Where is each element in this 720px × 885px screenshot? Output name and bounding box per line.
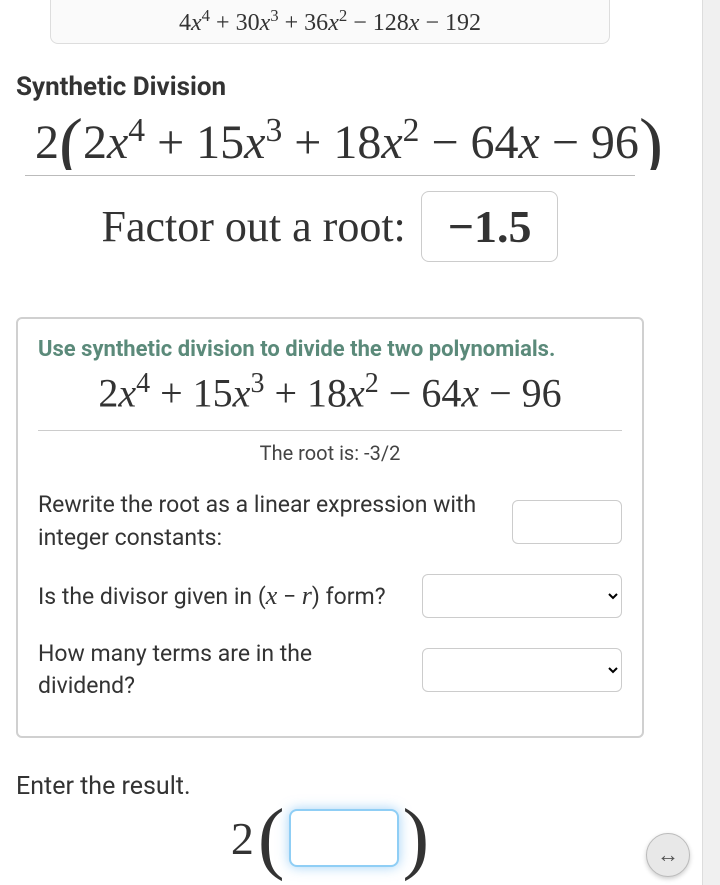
question-row-2: Is the divisor given in (x − r) form? — [38, 564, 622, 628]
root-value-box[interactable]: −1.5 — [421, 191, 559, 262]
root-info: The root is: -3/2 — [38, 430, 622, 465]
scrollbar-track[interactable] — [702, 0, 720, 885]
instruction-panel: Use synthetic division to divide the two… — [16, 317, 644, 738]
top-polynomial-text: 4x4 + 30x3 + 36x2 − 128x − 192 — [179, 10, 481, 36]
arrows-horizontal-icon: ↔ — [657, 842, 679, 868]
linear-expression-input[interactable] — [512, 500, 622, 544]
q3-label: How many terms are in the dividend? — [38, 638, 407, 702]
leading-coeff: 2 — [35, 116, 59, 169]
divisor-form-select[interactable] — [422, 574, 622, 618]
factor-root-row: Factor out a root: −1.5 — [0, 191, 660, 262]
main-factored-expression: 2(2x4 + 15x3 + 18x2 − 64x − 96) — [0, 112, 660, 170]
result-leading: 2 — [231, 812, 254, 865]
expand-width-button[interactable]: ↔ — [646, 833, 690, 877]
question-row-1: Rewrite the root as a linear expression … — [38, 479, 622, 563]
q2-label: Is the divisor given in (x − r) form? — [38, 578, 407, 614]
instruction-title: Use synthetic division to divide the two… — [38, 337, 622, 362]
question-row-3: How many terms are in the dividend? — [38, 628, 622, 712]
term-count-select[interactable] — [422, 648, 622, 692]
result-expression-row: 2 ( ) — [0, 809, 660, 867]
top-polynomial-box: 4x4 + 30x3 + 36x2 − 128x − 192 — [50, 0, 610, 44]
enter-result-label: Enter the result. — [16, 772, 660, 801]
content-area: 4x4 + 30x3 + 36x2 − 128x − 192 Synthetic… — [0, 0, 660, 885]
dividend-polynomial: 2x4 + 15x3 + 18x2 − 64x − 96 — [38, 368, 622, 416]
divider — [25, 175, 635, 176]
q1-label: Rewrite the root as a linear expression … — [38, 489, 497, 553]
result-input[interactable] — [289, 809, 399, 867]
factor-label: Factor out a root: — [102, 201, 406, 252]
section-title: Synthetic Division — [16, 72, 660, 102]
